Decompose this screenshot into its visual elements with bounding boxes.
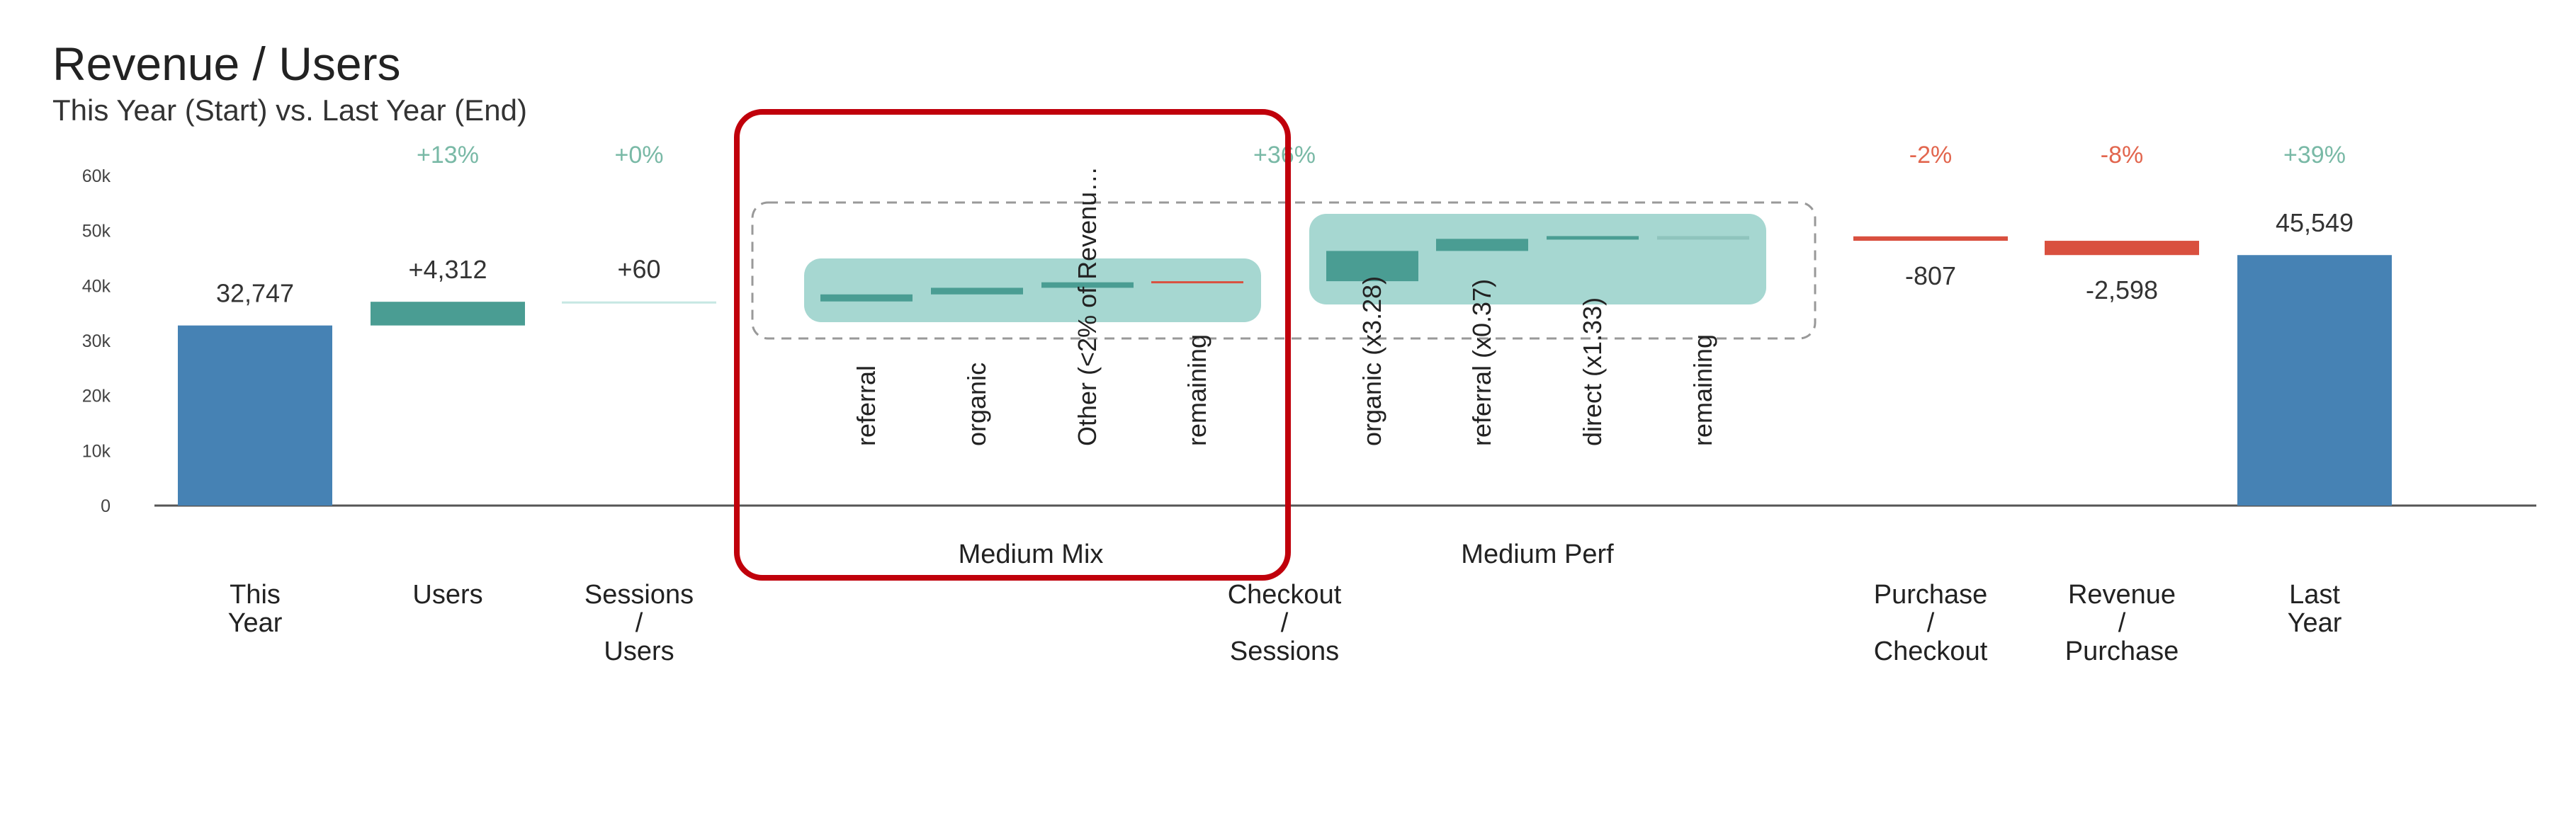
category-label: Users [604,637,674,666]
y-tick-label: 20k [82,387,111,406]
percent-change-label: +13% [417,142,479,169]
y-tick-label: 50k [82,222,111,241]
category-label: / [1281,608,1289,638]
breakdown-bar [1151,281,1243,284]
bar-value-label: +4,312 [408,255,487,284]
breakdown-group-label: Medium Perf [1461,540,1614,569]
breakdown-item-label: referral [852,365,881,446]
waterfall-bar [371,302,525,326]
category-label: / [2118,608,2126,638]
category-label: Users [412,580,482,610]
category-label: Year [228,608,283,638]
category-label: Checkout [1228,580,1342,610]
waterfall-bar [178,325,332,506]
breakdown-bar [1041,282,1134,288]
breakdown-bar [1657,236,1749,240]
breakdown-bar [1436,239,1528,251]
breakdown-group-box [751,201,1817,340]
y-tick-label: 0 [101,496,111,516]
breakdown-group-label: Medium Mix [959,540,1104,569]
breakdown-bar [1547,236,1639,240]
bar-value-label: -2,598 [2086,275,2158,304]
category-label: Checkout [1874,637,1988,666]
waterfall-bar [1853,236,2008,241]
category-label: Purchase [1874,580,1988,610]
bar-value-label: 32,747 [216,279,294,308]
breakdown-bar [931,287,1023,295]
breakdown-item-label: Other (<2% of Revenu… [1073,166,1102,446]
chart-subtitle: This Year (Start) vs. Last Year (End) [52,93,527,127]
breakdown-item-label: organic (x3.28) [1357,276,1386,446]
breakdown-bar [1326,251,1418,282]
percent-change-label: +0% [615,142,664,169]
breakdown-item-label: direct (x1.33) [1578,297,1607,446]
breakdown-item-label: organic [962,363,991,446]
highlight-box [734,109,1291,581]
category-label: Sessions [1230,637,1339,666]
bar-value-label: -807 [1905,261,1956,290]
category-label: / [1927,608,1935,638]
breakdown-item-label: remaining [1182,334,1211,446]
category-label: This [230,580,281,610]
percent-change-label: -2% [1909,142,1952,169]
category-label: / [635,608,643,638]
y-tick-label: 10k [82,441,111,461]
chart-title: Revenue / Users [52,38,401,90]
percent-change-label: +36% [1253,142,1316,169]
percent-change-label: -8% [2101,142,2143,169]
y-tick-label: 60k [82,166,111,186]
category-label: Purchase [2065,637,2179,666]
category-label: Year [2288,608,2342,638]
category-label: Sessions [584,580,694,610]
percent-change-label: +39% [2283,142,2346,169]
breakdown-bar [820,294,913,302]
breakdown-item-label: remaining [1688,334,1717,446]
breakdown-box [804,258,1261,322]
breakdown-box [1309,214,1766,304]
bar-value-label: 45,549 [2276,208,2354,237]
y-tick-label: 40k [82,276,111,296]
category-label: Revenue [2068,580,2176,610]
category-label: Last [2289,580,2340,610]
waterfall-bar [2237,255,2392,506]
waterfall-bar [562,301,716,304]
bar-value-label: +60 [617,255,660,284]
waterfall-bar [2045,241,2199,256]
breakdown-item-label: referral (x0.37) [1467,279,1496,446]
y-tick-label: 30k [82,331,111,351]
